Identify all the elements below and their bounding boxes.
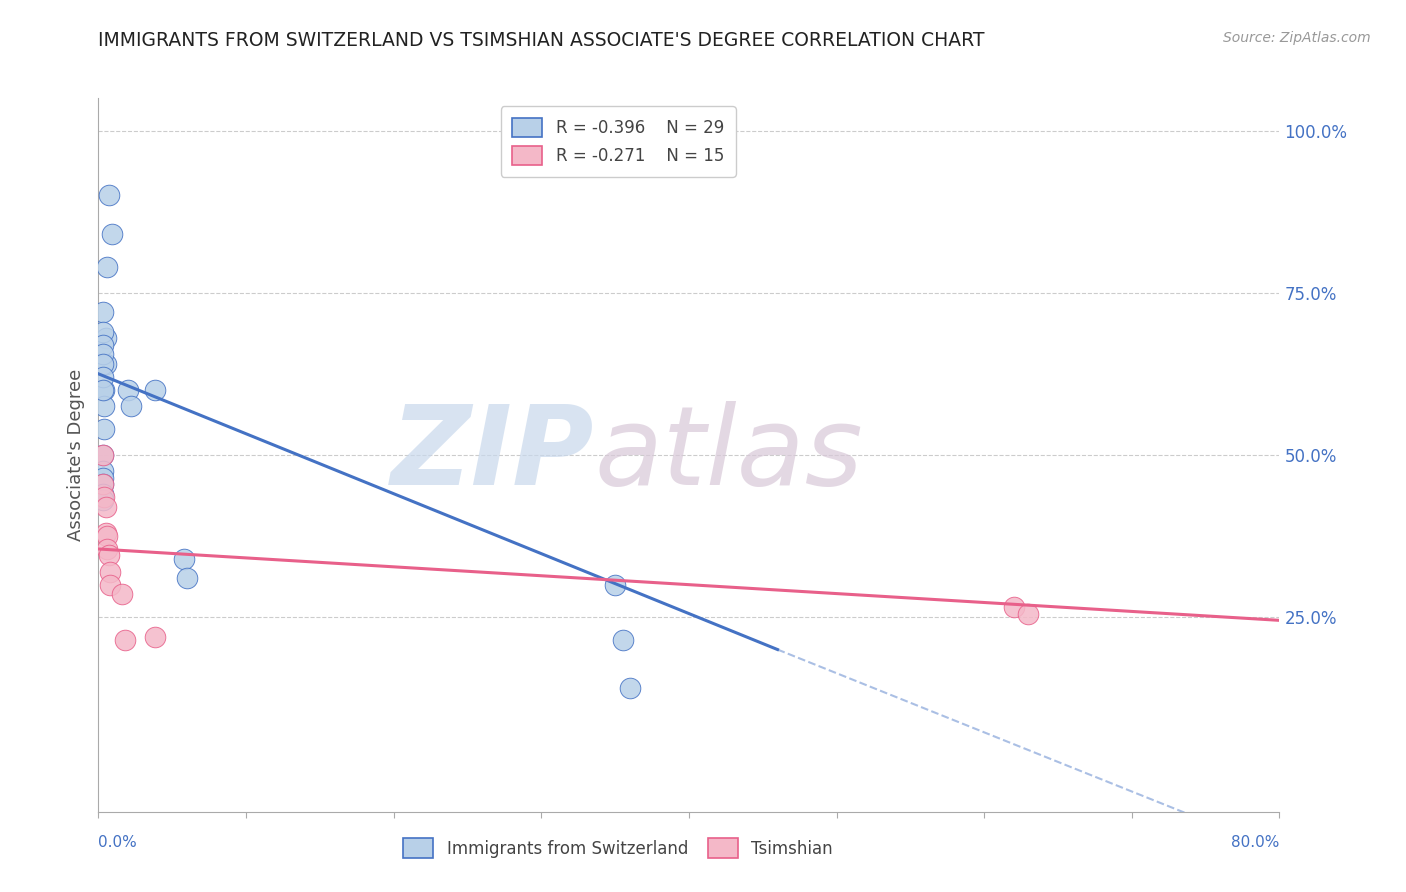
Point	[91, 477, 114, 491]
Point	[91, 337, 114, 351]
Point	[93, 422, 115, 436]
Point	[91, 448, 114, 462]
Point	[91, 383, 114, 397]
Point	[93, 399, 115, 413]
Point	[91, 493, 114, 508]
Point	[97, 188, 120, 202]
Point	[94, 331, 117, 345]
Text: 80.0%: 80.0%	[1232, 836, 1279, 850]
Point	[91, 448, 114, 462]
Point	[94, 500, 117, 514]
Point	[91, 470, 114, 484]
Point	[94, 357, 117, 371]
Point	[91, 464, 114, 478]
Point	[1017, 607, 1039, 621]
Point	[93, 490, 115, 504]
Y-axis label: Associate's Degree: Associate's Degree	[66, 368, 84, 541]
Text: 0.0%: 0.0%	[98, 836, 138, 850]
Point	[98, 565, 121, 579]
Text: atlas: atlas	[595, 401, 863, 508]
Point	[98, 577, 121, 591]
Point	[1002, 600, 1025, 615]
Point	[91, 325, 114, 339]
Point	[143, 383, 166, 397]
Point	[143, 630, 166, 644]
Point	[96, 260, 118, 274]
Point	[97, 549, 120, 563]
Point	[91, 357, 114, 371]
Point	[176, 571, 198, 585]
Text: Source: ZipAtlas.com: Source: ZipAtlas.com	[1223, 31, 1371, 45]
Text: IMMIGRANTS FROM SWITZERLAND VS TSIMSHIAN ASSOCIATE'S DEGREE CORRELATION CHART: IMMIGRANTS FROM SWITZERLAND VS TSIMSHIAN…	[98, 31, 986, 50]
Point	[91, 305, 114, 319]
Point	[173, 551, 195, 566]
Point	[111, 587, 134, 601]
Point	[619, 681, 641, 696]
Point	[605, 577, 627, 591]
Point	[91, 370, 114, 384]
Point	[91, 477, 114, 491]
Point	[100, 227, 122, 242]
Legend: Immigrants from Switzerland, Tsimshian: Immigrants from Switzerland, Tsimshian	[394, 829, 844, 868]
Point	[91, 487, 114, 501]
Point	[114, 632, 136, 647]
Point	[94, 525, 117, 540]
Point	[612, 632, 634, 647]
Text: ZIP: ZIP	[391, 401, 595, 508]
Point	[117, 383, 139, 397]
Point	[93, 383, 115, 397]
Point	[120, 399, 142, 413]
Point	[96, 529, 118, 543]
Point	[91, 347, 114, 361]
Point	[96, 541, 118, 556]
